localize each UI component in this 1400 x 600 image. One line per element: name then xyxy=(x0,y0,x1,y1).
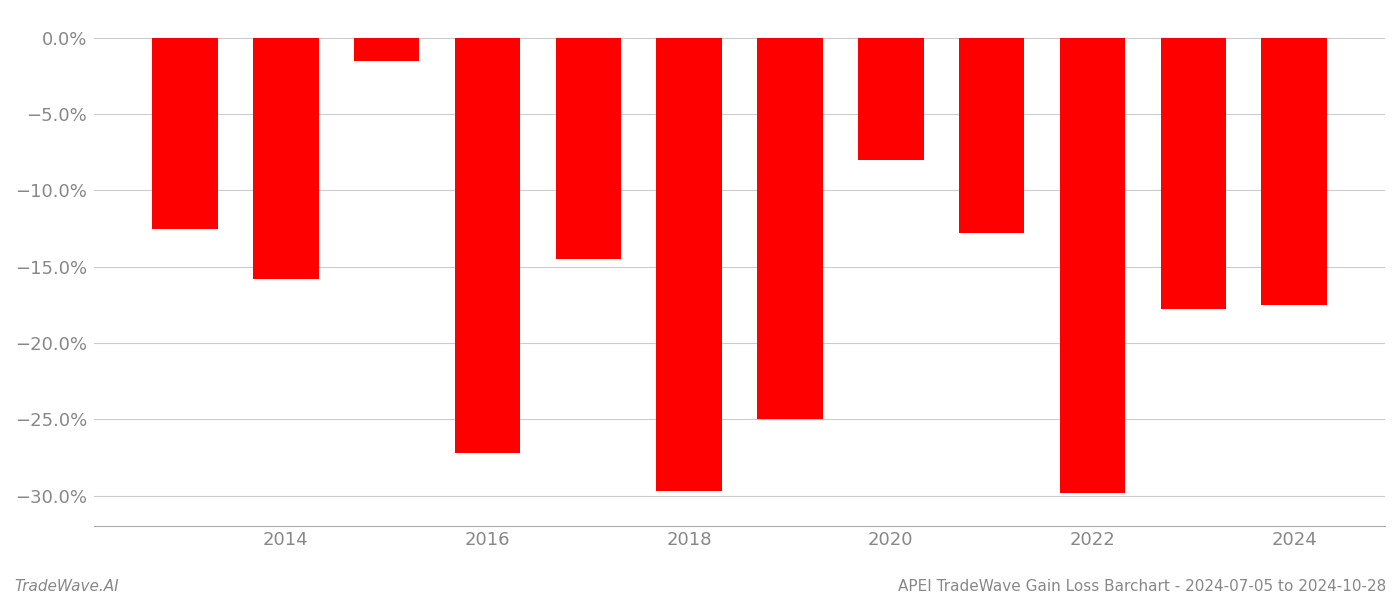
Bar xyxy=(757,38,823,419)
Bar xyxy=(1060,38,1126,493)
Bar xyxy=(354,38,420,61)
Bar xyxy=(153,38,218,229)
Bar xyxy=(455,38,521,453)
Bar xyxy=(858,38,924,160)
Bar xyxy=(657,38,722,491)
Bar xyxy=(1261,38,1327,305)
Bar xyxy=(253,38,319,279)
Text: TradeWave.AI: TradeWave.AI xyxy=(14,579,119,594)
Bar xyxy=(556,38,622,259)
Bar xyxy=(1161,38,1226,310)
Bar xyxy=(959,38,1025,233)
Text: APEI TradeWave Gain Loss Barchart - 2024-07-05 to 2024-10-28: APEI TradeWave Gain Loss Barchart - 2024… xyxy=(897,579,1386,594)
